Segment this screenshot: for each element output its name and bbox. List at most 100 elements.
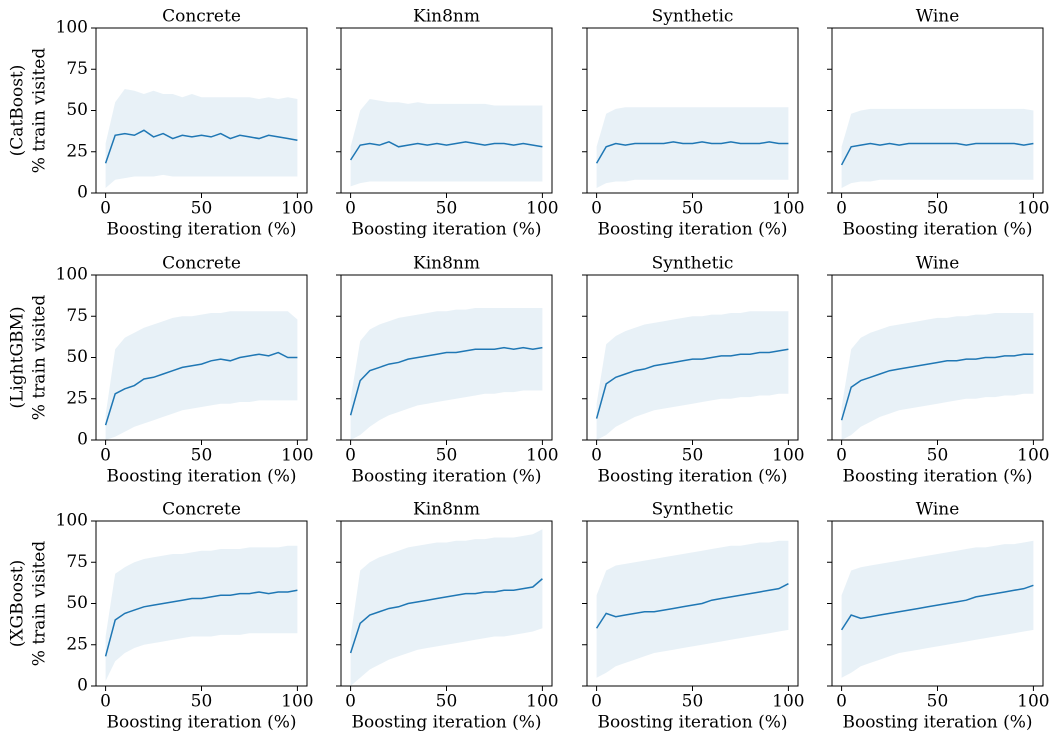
subplot-title: Wine bbox=[916, 254, 960, 274]
subplot-title: Wine bbox=[916, 7, 960, 27]
x-tick-label: 100 bbox=[772, 692, 804, 712]
subplot-title: Concrete bbox=[162, 500, 241, 520]
band bbox=[841, 108, 1034, 189]
y-axis-label: % train visited bbox=[30, 541, 50, 667]
line bbox=[840, 353, 1034, 421]
y-axis-label: % train visited bbox=[30, 295, 50, 421]
x-axis-label: Boosting iteration (%) bbox=[842, 713, 1032, 733]
x-axis-label: Boosting iteration (%) bbox=[351, 713, 541, 733]
y-tick-label: 0 bbox=[77, 676, 88, 696]
x-tick-label: 0 bbox=[345, 692, 356, 712]
x-tick-label: 100 bbox=[526, 446, 558, 466]
line bbox=[349, 578, 543, 654]
x-tick-label: 50 bbox=[436, 446, 458, 466]
x-tick-label: 100 bbox=[1017, 199, 1049, 219]
line bbox=[349, 346, 543, 416]
line bbox=[840, 142, 1034, 166]
line bbox=[595, 348, 789, 419]
x-tick-label: 50 bbox=[927, 692, 949, 712]
band bbox=[841, 312, 1034, 440]
subplot-title: Synthetic bbox=[652, 254, 734, 274]
band bbox=[350, 98, 543, 187]
band bbox=[350, 308, 543, 440]
band bbox=[105, 311, 298, 440]
y-tick-label: 0 bbox=[77, 183, 88, 203]
line bbox=[595, 141, 789, 164]
x-tick-label: 0 bbox=[345, 199, 356, 219]
x-tick-label: 0 bbox=[100, 692, 111, 712]
x-tick-label: 0 bbox=[345, 446, 356, 466]
line bbox=[349, 141, 543, 161]
x-tick-label: 100 bbox=[1017, 692, 1049, 712]
x-tick-label: 50 bbox=[191, 446, 213, 466]
band bbox=[350, 529, 543, 686]
y-tick-label: 50 bbox=[66, 100, 88, 120]
band bbox=[596, 311, 789, 440]
line bbox=[104, 351, 298, 426]
x-tick-label: 50 bbox=[191, 692, 213, 712]
y-axis-label: % train visited bbox=[30, 48, 50, 174]
subplot-title: Kin8nm bbox=[413, 7, 480, 27]
x-tick-label: 0 bbox=[591, 446, 602, 466]
x-axis-label: Boosting iteration (%) bbox=[106, 467, 296, 487]
y-tick-label: 75 bbox=[66, 552, 88, 572]
x-tick-label: 100 bbox=[1017, 446, 1049, 466]
band bbox=[105, 545, 298, 682]
y-tick-label: 25 bbox=[66, 141, 88, 161]
x-tick-label: 0 bbox=[591, 692, 602, 712]
x-tick-label: 100 bbox=[526, 199, 558, 219]
band bbox=[596, 107, 789, 189]
y-tick-label: 75 bbox=[66, 306, 88, 326]
y-tick-label: 0 bbox=[77, 430, 88, 450]
x-tick-label: 0 bbox=[591, 199, 602, 219]
y-tick-label: 100 bbox=[56, 511, 88, 531]
line bbox=[104, 129, 298, 164]
y-tick-label: 25 bbox=[66, 388, 88, 408]
x-tick-label: 50 bbox=[927, 199, 949, 219]
x-tick-label: 100 bbox=[772, 446, 804, 466]
x-axis-label: Boosting iteration (%) bbox=[351, 220, 541, 240]
subplot-title: Wine bbox=[916, 500, 960, 520]
y-axis-label: (LightGBM) bbox=[8, 306, 28, 408]
x-tick-label: 100 bbox=[772, 199, 804, 219]
y-axis-label: (XGBoost) bbox=[8, 560, 28, 647]
x-tick-label: 50 bbox=[682, 692, 704, 712]
subplot-title: Synthetic bbox=[652, 500, 734, 520]
band bbox=[841, 540, 1034, 678]
band bbox=[596, 540, 789, 678]
x-tick-label: 0 bbox=[100, 446, 111, 466]
subplot-title: Kin8nm bbox=[413, 254, 480, 274]
x-tick-label: 100 bbox=[281, 692, 313, 712]
x-axis-label: Boosting iteration (%) bbox=[842, 220, 1032, 240]
x-tick-label: 50 bbox=[436, 692, 458, 712]
x-tick-label: 50 bbox=[682, 446, 704, 466]
x-tick-label: 50 bbox=[682, 199, 704, 219]
y-axis-label: (CatBoost) bbox=[8, 65, 28, 157]
x-tick-label: 100 bbox=[526, 692, 558, 712]
x-tick-label: 50 bbox=[191, 199, 213, 219]
y-tick-label: 75 bbox=[66, 59, 88, 79]
line bbox=[840, 584, 1034, 631]
x-axis-label: Boosting iteration (%) bbox=[351, 467, 541, 487]
x-axis-label: Boosting iteration (%) bbox=[597, 713, 787, 733]
x-tick-label: 100 bbox=[281, 446, 313, 466]
y-tick-label: 25 bbox=[66, 634, 88, 654]
y-tick-label: 50 bbox=[66, 347, 88, 367]
subplot-title: Kin8nm bbox=[413, 500, 480, 520]
x-tick-label: 0 bbox=[836, 199, 847, 219]
x-tick-label: 0 bbox=[100, 199, 111, 219]
x-axis-label: Boosting iteration (%) bbox=[597, 220, 787, 240]
x-axis-label: Boosting iteration (%) bbox=[106, 713, 296, 733]
y-tick-label: 50 bbox=[66, 593, 88, 613]
y-tick-label: 100 bbox=[56, 18, 88, 38]
subplot-title: Concrete bbox=[162, 254, 241, 274]
line bbox=[595, 583, 789, 629]
x-tick-label: 100 bbox=[281, 199, 313, 219]
band bbox=[105, 89, 298, 189]
x-tick-label: 0 bbox=[836, 692, 847, 712]
x-axis-label: Boosting iteration (%) bbox=[842, 467, 1032, 487]
x-tick-label: 50 bbox=[927, 446, 949, 466]
subplot-title: Concrete bbox=[162, 7, 241, 27]
subplot-title: Synthetic bbox=[652, 7, 734, 27]
